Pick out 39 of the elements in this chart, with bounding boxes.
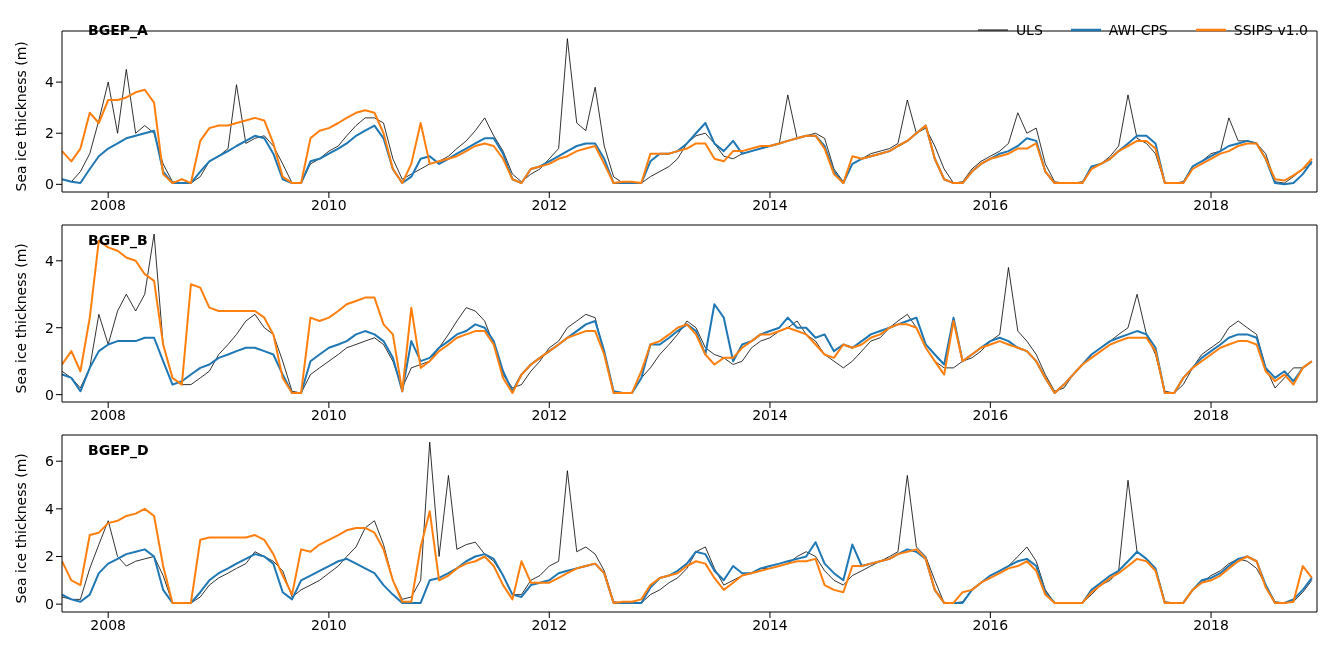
- x-tick-label: 2012: [531, 406, 568, 423]
- x-tick-label: 2018: [1193, 616, 1229, 633]
- y-tick-label: 4: [45, 500, 55, 517]
- y-tick-label: 4: [45, 252, 55, 269]
- legend-label: AWI-CPS: [1107, 22, 1168, 38]
- y-tick-label: 6: [45, 453, 55, 470]
- x-tick-label: 2018: [1193, 196, 1229, 213]
- y-tick-label: 2: [45, 125, 54, 142]
- x-tick-label: 2008: [90, 406, 127, 423]
- x-tick-label: 2010: [311, 196, 347, 213]
- y-axis-title: Sea ice thickness (m): [12, 41, 29, 192]
- x-tick-label: 2014: [752, 406, 788, 423]
- y-tick-label: 4: [45, 74, 55, 91]
- y-tick-label: 2: [45, 319, 54, 336]
- legend-label: SSIPS v1.0: [1232, 22, 1308, 38]
- x-tick-label: 2018: [1193, 406, 1229, 423]
- x-tick-label: 2016: [972, 616, 1009, 633]
- chart-title: BGEP_A: [88, 22, 148, 38]
- x-tick-label: 2008: [90, 196, 127, 213]
- y-axis-title: Sea ice thickness (m): [12, 243, 29, 394]
- line-series: [62, 507, 1313, 604]
- legend-label: ULS: [1014, 22, 1043, 38]
- y-tick-label: 0: [45, 386, 54, 403]
- x-tick-label: 2010: [311, 406, 347, 423]
- y-tick-label: 0: [45, 596, 54, 613]
- text: BGEP_D: [88, 442, 149, 458]
- x-tick-label: 2014: [752, 196, 788, 213]
- y-axis-title: Sea ice thickness (m): [12, 453, 29, 604]
- y-tick-label: 0: [45, 176, 54, 193]
- x-tick-label: 2012: [531, 196, 568, 213]
- x-tick-label: 2012: [531, 616, 568, 633]
- text: BGEP_B: [88, 232, 148, 248]
- x-tick-label: 2016: [972, 406, 1009, 423]
- x-tick-label: 2016: [972, 196, 1009, 213]
- x-tick-label: 2014: [752, 616, 788, 633]
- line-series: [62, 88, 1313, 185]
- x-tick-label: 2008: [90, 616, 127, 633]
- x-tick-label: 2010: [311, 616, 347, 633]
- y-tick-label: 2: [45, 548, 54, 565]
